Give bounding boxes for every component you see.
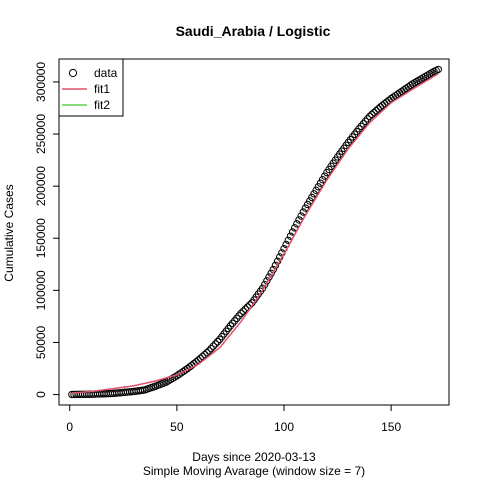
data-point: [434, 65, 442, 74]
y-axis-label: Cumulative Cases: [2, 184, 16, 281]
x-axis: 0 50 100 150: [66, 404, 401, 434]
data-point: [196, 354, 205, 363]
data-point: [201, 350, 209, 359]
data-point: [235, 312, 243, 320]
data-point: [228, 319, 237, 327]
y-tick-label: 100000: [34, 270, 48, 310]
data-point: [366, 112, 374, 121]
data-point: [239, 307, 247, 315]
data-point: [299, 208, 307, 216]
data-point: [198, 352, 207, 361]
data-point: [241, 305, 250, 313]
y-axis: 0 50000 100000 150000 200000 250000 300000: [34, 62, 60, 398]
data-point: [209, 342, 217, 350]
x-tick-label: 50: [170, 420, 184, 434]
y-tick-label: 200000: [34, 166, 48, 206]
data-point: [237, 309, 245, 317]
data-point: [374, 105, 382, 113]
legend-data-marker: [68, 68, 78, 78]
y-tick-label: 0: [34, 391, 48, 398]
fit1-line: [71, 72, 439, 394]
data-point: [213, 337, 222, 346]
legend-data-label: data: [94, 66, 118, 80]
data-point: [359, 120, 367, 128]
data-point: [361, 117, 370, 126]
data-point: [226, 322, 235, 330]
legend-fit2-label: fit2: [94, 98, 110, 112]
x-tick-label: 150: [381, 420, 401, 434]
data-point: [355, 125, 363, 133]
fit-series: [71, 72, 439, 394]
data-point: [207, 344, 215, 353]
legend-fit1-label: fit1: [94, 82, 110, 96]
x-tick-label: 100: [274, 420, 294, 434]
y-tick-label: 50000: [34, 325, 48, 359]
data-point: [205, 347, 213, 355]
data-point: [211, 340, 220, 348]
legend-box: [58, 58, 124, 117]
data-point: [368, 110, 376, 119]
legend: data fit1 fit2: [58, 58, 124, 117]
data-series: [68, 65, 442, 399]
data-point: [370, 108, 378, 117]
data-point: [357, 122, 365, 131]
data-point: [231, 317, 239, 325]
y-tick-label: 250000: [34, 114, 48, 154]
y-tick-label: 300000: [34, 62, 48, 102]
data-point: [363, 115, 372, 123]
y-tick-label: 150000: [34, 218, 48, 258]
x-tick-label: 0: [66, 420, 73, 434]
data-point: [372, 106, 380, 115]
data-point: [194, 356, 202, 364]
x-axis-sublabel: Simple Moving Avarage (window size = 7): [143, 464, 365, 478]
data-point: [203, 348, 211, 357]
chart-title: Saudi_Arabia / Logistic: [176, 23, 331, 39]
x-axis-label: Days since 2020-03-13: [192, 450, 316, 464]
data-point: [233, 314, 241, 322]
